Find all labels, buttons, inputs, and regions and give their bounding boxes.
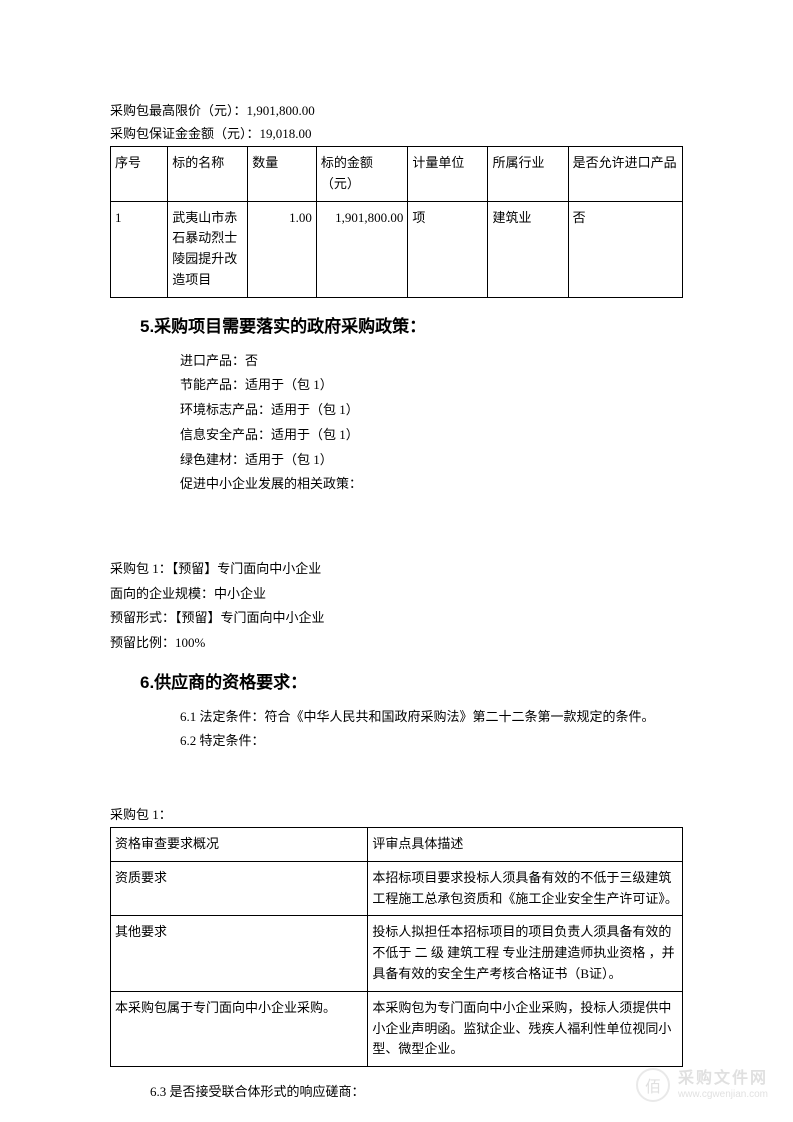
reserve-line: 预留形式：【预留】专门面向中小企业	[110, 606, 683, 631]
watermark: 佰 采购文件网 www.cgwenjian.com	[636, 1068, 768, 1102]
th-unit: 计量单位	[408, 147, 488, 202]
reserve-line: 预留比例：100%	[110, 631, 683, 656]
table-row: 1 武夷山市赤石暴动烈士陵园提升改造项目 1.00 1,901,800.00 项…	[111, 201, 683, 297]
cell-name: 武夷山市赤石暴动烈士陵园提升改造项目	[168, 201, 248, 297]
th-name: 标的名称	[168, 147, 248, 202]
reserve-line: 面向的企业规模：中小企业	[110, 582, 683, 607]
th-seq: 序号	[111, 147, 168, 202]
th-industry: 所属行业	[488, 147, 568, 202]
th-amount: 标的金额（元）	[316, 147, 408, 202]
qualification-table: 资格审查要求概况 评审点具体描述 资质要求 本招标项目要求投标人须具备有效的不低…	[110, 827, 683, 1067]
deposit-label: 采购包保证金金额（元）：	[110, 126, 260, 141]
cell-import: 否	[568, 201, 682, 297]
policy-item: 进口产品：否	[180, 349, 683, 374]
policy-list: 进口产品：否 节能产品：适用于（包 1） 环境标志产品：适用于（包 1） 信息安…	[180, 349, 683, 497]
max-price-label: 采购包最高限价（元）：	[110, 103, 247, 118]
pkg-label: 采购包 1：	[110, 804, 683, 823]
table-header-row: 序号 标的名称 数量 标的金额（元） 计量单位 所属行业 是否允许进口产品	[111, 147, 683, 202]
reserve-block: 采购包 1：【预留】专门面向中小企业 面向的企业规模：中小企业 预留形式：【预留…	[110, 557, 683, 656]
max-price-value: 1,901,800.00	[247, 103, 315, 118]
policy-item: 节能产品：适用于（包 1）	[180, 373, 683, 398]
policy-item: 绿色建材：适用于（包 1）	[180, 448, 683, 473]
watermark-title: 采购文件网	[678, 1069, 768, 1088]
s62: 6.2 特定条件：	[180, 729, 683, 754]
cell-right: 投标人拟担任本招标项目的项目负责人须具备有效的不低于 二 级 建筑工程 专业注册…	[368, 916, 683, 991]
watermark-url: www.cgwenjian.com	[678, 1089, 768, 1101]
cell-industry: 建筑业	[488, 201, 568, 297]
cell-qty: 1.00	[248, 201, 317, 297]
cell-amount: 1,901,800.00	[316, 201, 408, 297]
s63: 6.3 是否接受联合体形式的响应磋商：	[150, 1081, 683, 1100]
watermark-icon: 佰	[636, 1068, 670, 1102]
items-table: 序号 标的名称 数量 标的金额（元） 计量单位 所属行业 是否允许进口产品 1 …	[110, 146, 683, 298]
th-left: 资格审查要求概况	[111, 828, 368, 862]
watermark-text: 采购文件网 www.cgwenjian.com	[678, 1069, 768, 1100]
deposit-value: 19,018.00	[260, 126, 312, 141]
policy-item: 环境标志产品：适用于（包 1）	[180, 398, 683, 423]
reserve-line: 采购包 1：【预留】专门面向中小企业	[110, 557, 683, 582]
section6-title: 6.供应商的资格要求：	[140, 668, 683, 693]
cell-right: 本采购包为专门面向中小企业采购，投标人须提供中小企业声明函。监狱企业、残疾人福利…	[368, 991, 683, 1066]
table-row: 其他要求 投标人拟担任本招标项目的项目负责人须具备有效的不低于 二 级 建筑工程…	[111, 916, 683, 991]
cell-left: 资质要求	[111, 861, 368, 916]
th-right: 评审点具体描述	[368, 828, 683, 862]
table-header-row: 资格审查要求概况 评审点具体描述	[111, 828, 683, 862]
max-price-line: 采购包最高限价（元）：1,901,800.00	[110, 100, 683, 119]
table-row: 资质要求 本招标项目要求投标人须具备有效的不低于三级建筑工程施工总承包资质和《施…	[111, 861, 683, 916]
policy-item: 信息安全产品：适用于（包 1）	[180, 423, 683, 448]
cell-seq: 1	[111, 201, 168, 297]
table-row: 本采购包属于专门面向中小企业采购。 本采购包为专门面向中小企业采购，投标人须提供…	[111, 991, 683, 1066]
cell-left: 本采购包属于专门面向中小企业采购。	[111, 991, 368, 1066]
deposit-line: 采购包保证金金额（元）：19,018.00	[110, 123, 683, 142]
th-import: 是否允许进口产品	[568, 147, 682, 202]
th-qty: 数量	[248, 147, 317, 202]
section5-title: 5.采购项目需要落实的政府采购政策：	[140, 312, 683, 337]
cell-unit: 项	[408, 201, 488, 297]
s61: 6.1 法定条件：符合《中华人民共和国政府采购法》第二十二条第一款规定的条件。	[180, 705, 683, 730]
cell-left: 其他要求	[111, 916, 368, 991]
cell-right: 本招标项目要求投标人须具备有效的不低于三级建筑工程施工总承包资质和《施工企业安全…	[368, 861, 683, 916]
policy-item: 促进中小企业发展的相关政策：	[180, 472, 683, 497]
